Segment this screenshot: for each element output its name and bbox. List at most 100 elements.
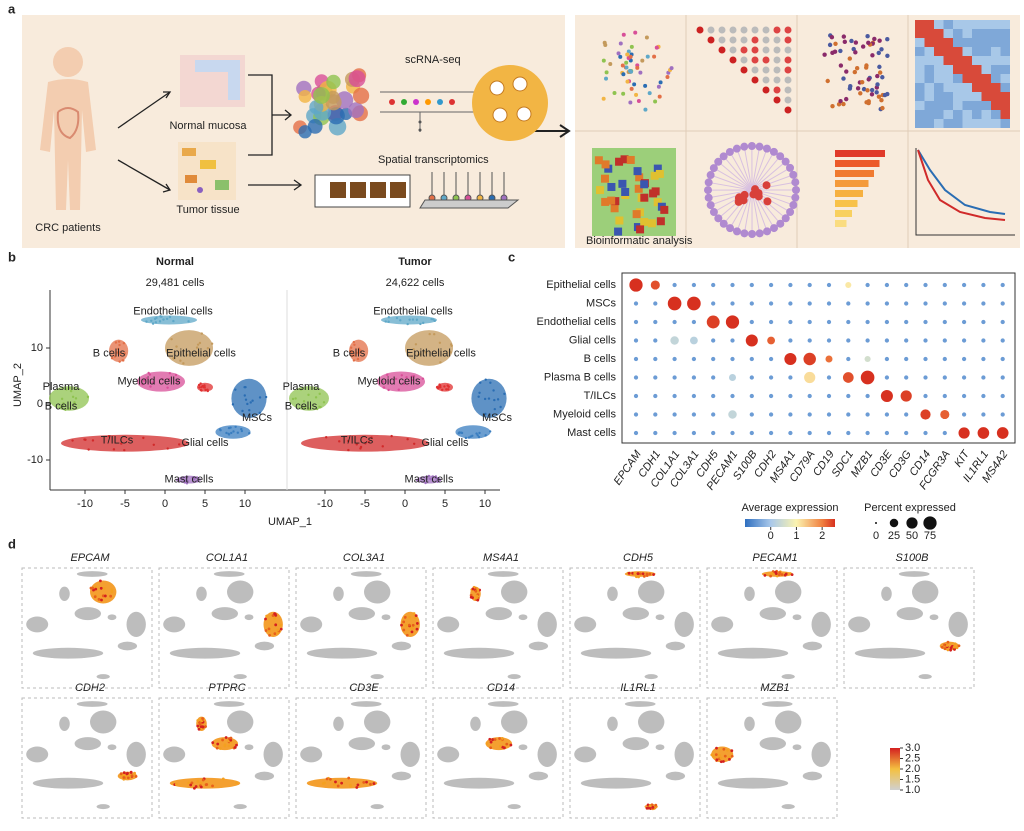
icon-cell [1000, 83, 1010, 92]
dot [788, 393, 793, 399]
icon-cell [924, 38, 934, 47]
feature-point [946, 640, 950, 644]
icon-cell [594, 156, 603, 165]
icon-dot [885, 53, 890, 58]
cell-point [258, 411, 261, 415]
icon-node [755, 229, 764, 238]
icon-dot [762, 36, 770, 44]
icon-cell [915, 29, 925, 38]
dot [711, 393, 716, 399]
spatial-barcodes [419, 172, 520, 209]
feature-cluster [76, 701, 108, 707]
dot [981, 412, 986, 417]
feature-point [945, 644, 949, 647]
icon-node [786, 207, 795, 216]
feature-point [407, 623, 411, 627]
cell-point [350, 354, 354, 357]
cluster-label: Plasma [43, 381, 81, 393]
feature-frame [432, 567, 564, 689]
colorbar-tick-label: 1 [793, 530, 799, 542]
feature-point [187, 781, 191, 785]
icon-cell [991, 20, 1001, 29]
cell-point [186, 479, 189, 483]
dot [1000, 319, 1005, 325]
feature-cluster [74, 607, 102, 621]
icon-cell [653, 198, 662, 207]
dot [923, 338, 928, 343]
icon-dot [784, 76, 792, 84]
icon-cell [607, 182, 616, 191]
cell-point [302, 400, 306, 403]
cell-point [122, 342, 126, 345]
feature-cluster [196, 586, 207, 601]
icon-dot [644, 35, 649, 40]
icon-dot [784, 96, 792, 104]
dot [749, 393, 754, 399]
icon-node [763, 227, 772, 236]
feature-point [476, 588, 480, 592]
feature-cluster [792, 744, 802, 751]
feature-cluster [898, 571, 930, 577]
cluster-label: MSCs [482, 412, 512, 424]
icon-cell [991, 74, 1001, 83]
icon-dot [665, 74, 670, 79]
dot [981, 338, 986, 343]
feature-frame [295, 567, 427, 689]
icon-dot [618, 41, 623, 46]
cell-point [114, 341, 118, 344]
icon-dot [762, 56, 770, 64]
cell-point [436, 480, 439, 483]
dot [865, 338, 870, 343]
dot [629, 278, 643, 292]
icon-cell [991, 110, 1001, 119]
icon-cell [1000, 38, 1010, 47]
x-tick-label: -5 [360, 498, 370, 510]
dot [807, 412, 812, 417]
icon-dot [849, 38, 854, 44]
dot [826, 430, 832, 436]
feature-title: MZB1 [760, 682, 789, 694]
icon-dot [876, 50, 881, 56]
dot [788, 301, 793, 306]
colorbar [890, 748, 900, 790]
icon-dot [636, 99, 641, 104]
dot [633, 301, 639, 306]
icon-dot [860, 80, 865, 85]
icon-cell [924, 74, 934, 83]
dot [711, 356, 716, 362]
feature-point [946, 648, 950, 652]
feature-point [952, 645, 956, 649]
cell-point [87, 448, 90, 451]
cell-point [149, 385, 152, 388]
feature-cluster [350, 571, 382, 577]
icon-cell [981, 92, 991, 101]
cell-point [61, 404, 65, 408]
feature-point [122, 774, 126, 777]
icon-cell [1000, 65, 1010, 74]
feature-cluster [59, 586, 70, 601]
dot [846, 412, 851, 417]
icon-dot [612, 90, 617, 95]
cluster-label: B cells [45, 401, 78, 413]
icon-dot [852, 69, 858, 75]
cell-point [483, 397, 487, 401]
icon-dot [629, 86, 634, 91]
feature-cluster [761, 701, 793, 707]
cell-point [427, 474, 431, 478]
icon-dot [638, 70, 643, 75]
dot [730, 356, 735, 362]
icon-cell [650, 171, 659, 180]
analysis-label: Bioinformatic analysis [586, 235, 693, 247]
icon-dot [853, 50, 858, 55]
icon-cell [660, 205, 669, 214]
cell [298, 125, 312, 139]
dot [900, 390, 912, 402]
icon-node [748, 229, 757, 238]
feature-point [99, 586, 103, 590]
feature-cluster [537, 741, 557, 768]
feature-point [414, 614, 418, 618]
cell-point [315, 407, 319, 411]
icon-cell [972, 56, 982, 65]
feature-title: PECAM1 [752, 552, 797, 564]
cell-point [142, 436, 145, 440]
